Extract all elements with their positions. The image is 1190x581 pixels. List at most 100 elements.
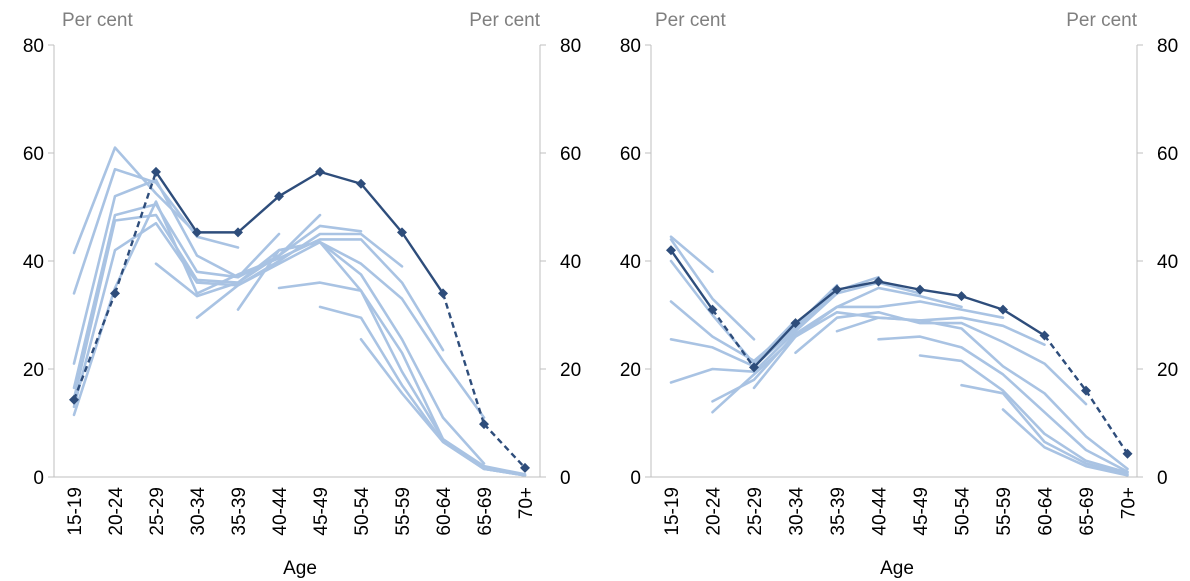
right-y-tick-label: 0 — [560, 468, 571, 489]
x-ticks: 15-19 20-24 25-29 30-34 35-39 40-44 45-49 50-54… — [662, 487, 1140, 536]
cohort-line — [960, 383, 1129, 476]
x-tick-label: 70+ — [516, 487, 537, 519]
left-y-tick-label: 60 — [23, 144, 44, 165]
main-series-marker — [998, 304, 1008, 315]
x-ticks: 15-19 20-24 25-29 30-34 35-39 40-44 45-49 50-54… — [65, 487, 537, 536]
x-tick-label: 65-69 — [475, 487, 496, 536]
main-series-marker — [790, 318, 801, 329]
main-series-segment — [360, 183, 403, 234]
x-tick-label: 45-49 — [311, 487, 332, 536]
main-series-segment — [113, 171, 158, 294]
cohort-line — [72, 146, 199, 255]
main-series — [69, 166, 530, 473]
cohort-line — [711, 286, 963, 403]
cohort-line — [236, 240, 527, 476]
left-unit-label: Per cent — [62, 10, 133, 31]
main-series-segment — [483, 423, 526, 469]
cohort-line — [835, 316, 1129, 471]
cohort-line — [918, 354, 1129, 474]
main-series-segment — [72, 292, 117, 401]
x-tick-label: 20-24 — [106, 487, 127, 536]
x-tick-label: 30-34 — [787, 487, 808, 536]
main-series-marker — [707, 304, 718, 315]
left-y-tick-label: 80 — [620, 36, 641, 57]
x-tick-label: 40-44 — [870, 487, 891, 536]
left-y-tick-label: 80 — [23, 36, 44, 57]
left-y-tick-label: 40 — [620, 252, 641, 273]
cohort-line — [1001, 408, 1129, 477]
x-tick-label: 60-64 — [1036, 487, 1057, 536]
main-series-segment — [1084, 389, 1129, 455]
x-tick-label: 15-19 — [662, 487, 683, 536]
left-y-tick-label: 40 — [23, 252, 44, 273]
x-tick-label: 65-69 — [1077, 487, 1098, 536]
cohort-line — [877, 335, 1129, 473]
main-series-marker — [315, 166, 325, 177]
main-series-marker — [274, 191, 284, 202]
main-series-segment — [919, 288, 962, 298]
x-tick-label: 25-29 — [745, 487, 766, 536]
main-series-segment — [401, 231, 444, 295]
main-series-segment — [836, 280, 879, 291]
main-series-marker — [832, 284, 842, 295]
x-tick-label: 35-39 — [828, 487, 849, 536]
right-panel: Per cent Per cent 0 20 40 60 80 0 20 40 60 80 15… — [620, 10, 1178, 579]
right-unit-label: Per cent — [469, 10, 540, 31]
cohort-line — [669, 235, 714, 274]
left-y-tick-label: 20 — [620, 360, 641, 381]
main-series-marker — [233, 227, 243, 238]
cohort-line — [359, 337, 527, 477]
cohort-line — [72, 213, 363, 401]
main-series-segment — [278, 170, 321, 198]
x-tick-label: 50-54 — [953, 487, 974, 536]
main-series-marker — [873, 276, 884, 287]
x-axis-label: Age — [880, 558, 914, 579]
main-series-segment — [1043, 334, 1087, 392]
cohort-line — [794, 310, 1088, 406]
main-series-segment — [670, 249, 714, 311]
x-tick-label: 70+ — [1119, 487, 1140, 519]
main-series-marker — [397, 227, 407, 238]
right-y-tick-label: 40 — [560, 252, 581, 273]
main-series — [666, 245, 1133, 459]
x-tick-label: 15-19 — [65, 487, 86, 536]
right-y-tick-label: 80 — [1157, 36, 1178, 57]
x-tick-label: 25-29 — [147, 487, 168, 536]
cohort-line — [72, 178, 281, 365]
left-unit-label: Per cent — [655, 10, 726, 31]
cohort-line — [72, 200, 445, 417]
main-series-marker — [666, 245, 676, 256]
right-y-tick-label: 60 — [1157, 144, 1178, 165]
main-series-segment — [155, 171, 198, 234]
left-panel: Per cent Per cent 0 20 40 60 80 0 20 40 60 80 15… — [23, 10, 581, 579]
right-y-tick-label: 20 — [560, 360, 581, 381]
main-series-marker — [915, 284, 925, 295]
main-series-segment — [237, 195, 280, 234]
main-series-marker — [1081, 385, 1091, 396]
x-tick-label: 35-39 — [229, 487, 250, 536]
x-tick-label: 20-24 — [704, 487, 725, 536]
cohort-lines — [669, 235, 1129, 477]
main-series-marker — [956, 291, 967, 302]
main-series-segment — [319, 170, 362, 185]
cohort-line — [195, 240, 486, 465]
cohort-lines — [72, 146, 527, 477]
main-series-marker — [479, 419, 489, 430]
x-tick-label: 50-54 — [352, 487, 373, 536]
main-series-segment — [961, 294, 1004, 311]
main-series-marker — [438, 288, 448, 299]
main-series-marker — [749, 362, 759, 373]
right-y-ticks: 0 20 40 60 80 — [1137, 36, 1178, 489]
main-series-marker — [192, 227, 202, 238]
right-y-tick-label: 40 — [1157, 252, 1178, 273]
cohort-line — [669, 238, 756, 341]
right-y-tick-label: 0 — [1157, 468, 1168, 489]
left-y-ticks: 0 20 40 60 80 — [620, 36, 651, 489]
main-series-segment — [753, 322, 797, 369]
left-y-tick-label: 20 — [23, 360, 44, 381]
main-series-marker — [110, 288, 120, 299]
main-series-segment — [441, 293, 486, 425]
right-y-tick-label: 60 — [560, 144, 581, 165]
right-y-ticks: 0 20 40 60 80 — [540, 36, 581, 489]
